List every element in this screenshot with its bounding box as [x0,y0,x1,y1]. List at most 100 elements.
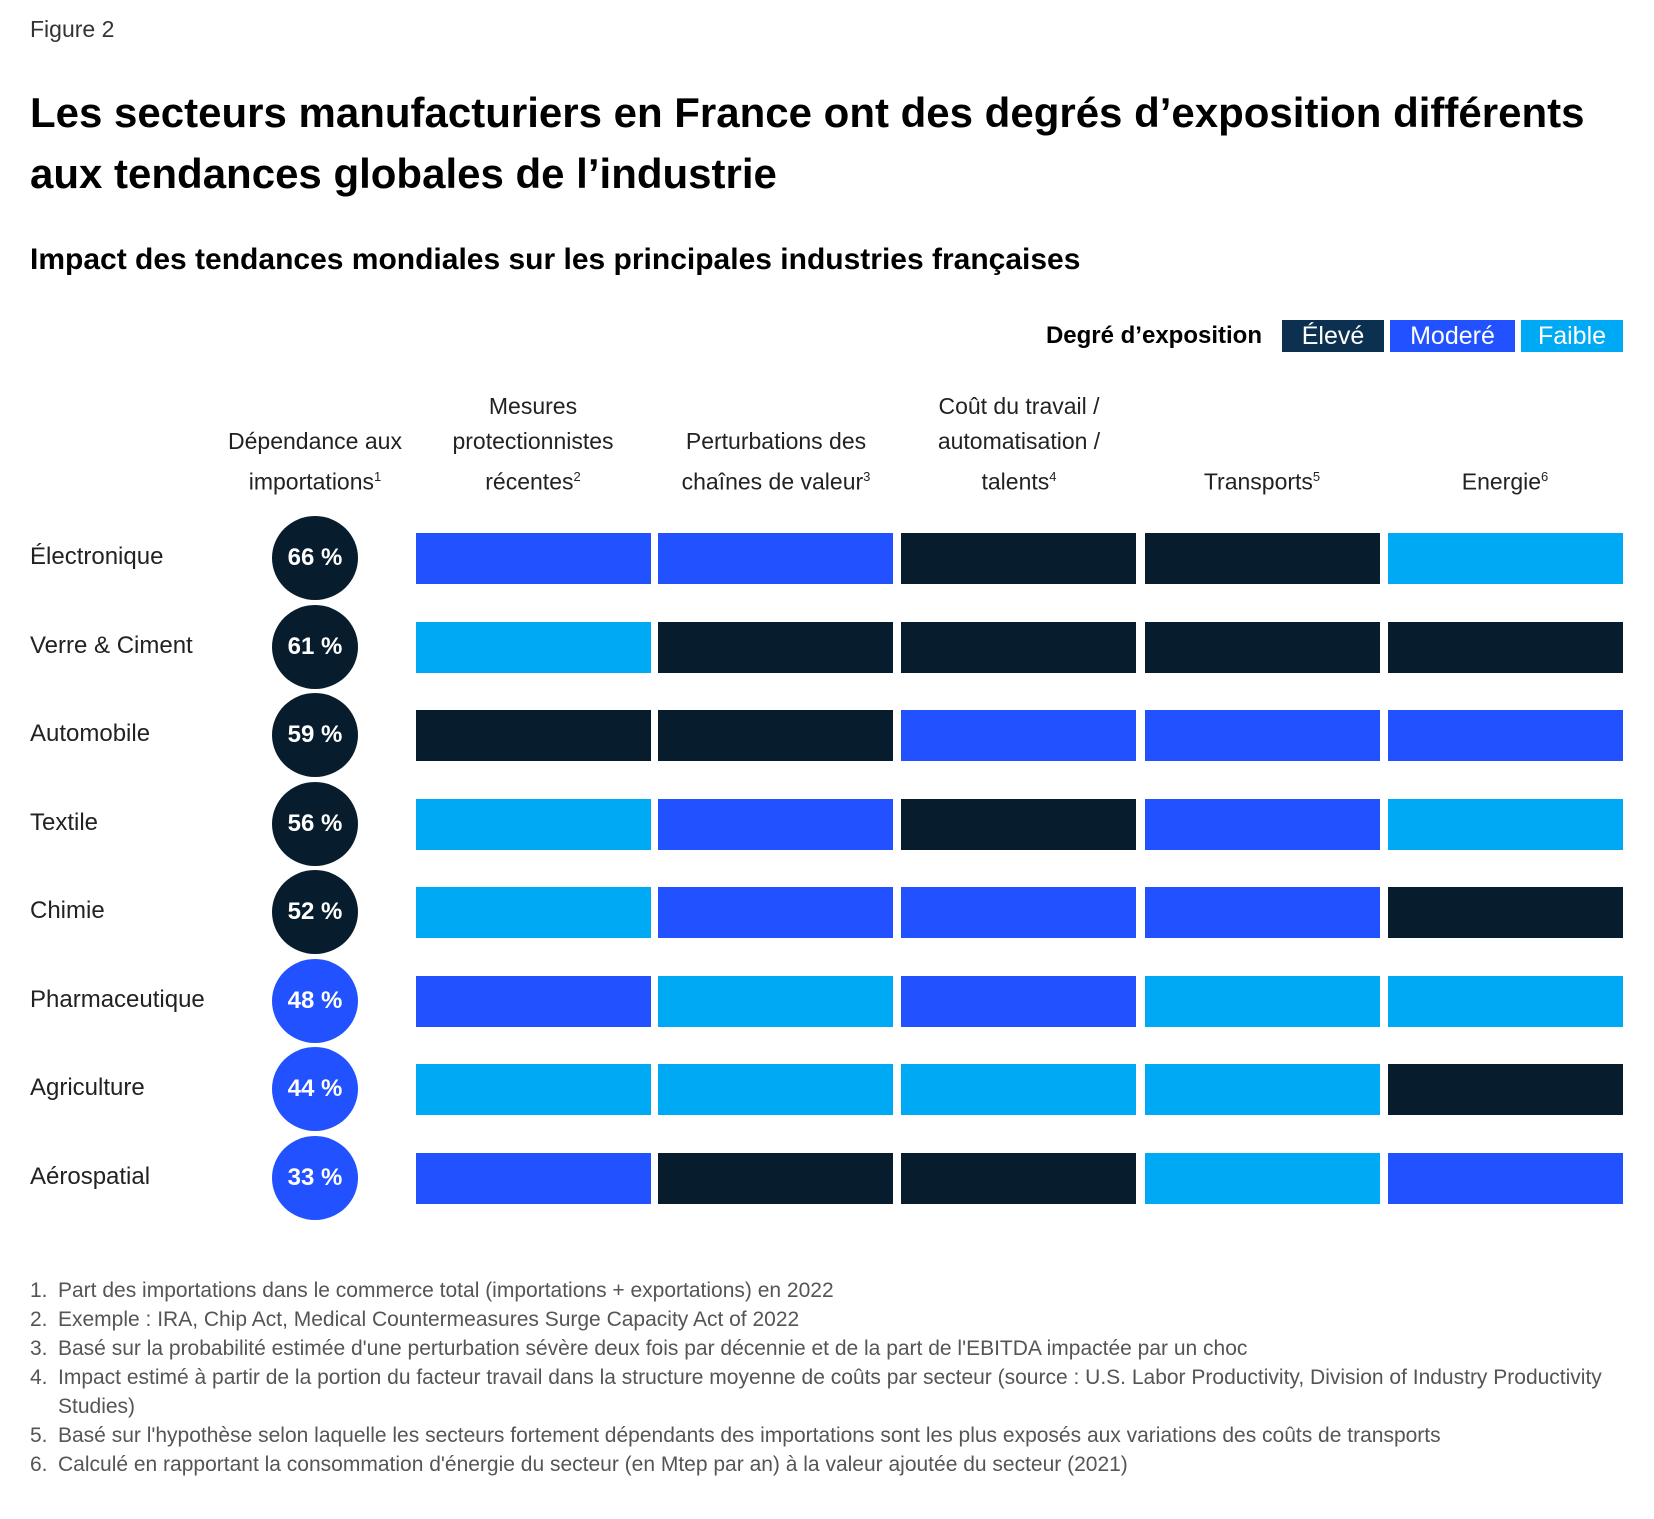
column-label: Transports [1203,469,1313,495]
footnote-text: Part des importations dans le commerce t… [58,1279,834,1302]
exposure-bar [1145,710,1380,761]
exposure-bar [1388,1152,1623,1204]
footnotes: 1. Part des importations dans le commerce… [30,1276,1630,1479]
exposure-bar [658,887,893,938]
exposure-bar [901,887,1136,938]
footnote: 1. Part des importations dans le commerce… [30,1276,1630,1305]
exposure-bar [901,1064,1136,1115]
exposure-bar [1145,1152,1380,1204]
exposure-bar [1388,798,1623,850]
column-header: Mesures protectionnistes récentes2 [418,393,648,500]
row-label: Verre & Ciment [30,631,193,659]
footnote: 5. Basé sur l'hypothèse selon laquelle le… [30,1421,1630,1450]
footnote-text: Basé sur la probabilité estimée d'une pe… [58,1337,1248,1360]
column-header: Coût du travail / automatisation / talen… [904,393,1134,500]
exposure-bar [901,533,1136,584]
row-label: Automobile [30,720,151,747]
exposure-bar [1145,887,1380,938]
exposure-bar [416,533,651,584]
column-label: Coût du travail / automatisation / talen… [937,393,1101,495]
footnote-text: Exemple : IRA, Chip Act, Medical Counter… [58,1308,800,1331]
import-dependence-circle: 33 % [272,1135,358,1220]
import-dependence-circle: 66 % [272,516,358,600]
exposure-bar [416,621,651,673]
exposure-bar [1145,533,1380,584]
column-header: Dépendance aux importations1 [200,395,430,500]
exposure-bar [1388,533,1623,584]
footnote-number: 4. [30,1366,48,1389]
exposure-bar [658,533,893,584]
column-note-ref: 1 [374,469,382,485]
figure-title: Les secteurs manufacturiers en France on… [30,89,1585,197]
footnote-text: Basé sur l'hypothèse selon laquelle les … [58,1424,1441,1447]
row-label: Électronique [30,543,164,570]
column-header-text: Energie6 [1462,459,1549,500]
exposure-bar [658,1064,893,1115]
footnote-text: Impact estimé à partir de la portion du … [58,1366,1602,1418]
row-label: Aérospatial [30,1162,151,1190]
column-note-ref: 2 [573,469,581,485]
column-note-ref: 3 [863,469,871,485]
footnote: 6. Calculé en rapportant la consommation … [30,1450,1630,1479]
exposure-bar [901,975,1136,1027]
footnote-number: 3. [30,1337,48,1360]
exposure-bar [901,798,1136,850]
exposure-bar [416,1064,651,1115]
exposure-bar [416,710,651,761]
import-dependence-circle: 59 % [272,693,358,777]
exposure-bar [658,798,893,850]
exposure-bar [658,1152,893,1204]
column-note-ref: 4 [1049,469,1057,485]
exposure-bar [1388,621,1623,673]
exposure-bar [901,1152,1136,1204]
column-label: Energie [1461,469,1542,495]
exposure-bar [416,1152,651,1204]
exposure-bar [901,710,1136,761]
footnote: 4. Impact estimé à partir de la portion d… [30,1363,1630,1421]
exposure-bar [1388,710,1623,761]
footnote-number: 6. [30,1453,48,1476]
column-header: Transports5 [1147,395,1377,500]
footnote-number: 2. [30,1308,48,1331]
legend-low: Faible [1521,320,1623,352]
import-dependence-circle: 44 % [272,1047,358,1131]
column-header-text: Perturbations des chaînes de valeur3 [661,424,891,500]
footnote: 3. Basé sur la probabilité estimée d'une … [30,1334,1630,1363]
exposure-bar [416,798,651,850]
row-label: Chimie [30,897,105,924]
exposure-bar [416,975,651,1027]
exposure-bar [1145,1064,1380,1115]
footnote-text: Calculé en rapportant la consommation d'… [58,1453,1128,1476]
exposure-bar [1145,621,1380,673]
column-header-text: Transports5 [1204,459,1320,500]
import-dependence-circle: 48 % [272,958,358,1043]
legend-moderate: Moderé [1390,320,1515,352]
exposure-bar [416,887,651,938]
column-label: Mesures protectionnistes récentes [452,393,614,495]
exposure-bar [1145,975,1380,1027]
column-header-text: Coût du travail / automatisation / talen… [904,389,1134,500]
import-dependence-circle: 61 % [272,604,358,689]
column-header-text: Dépendance aux importations1 [200,424,430,500]
import-dependence-circle: 56 % [272,781,358,866]
column-label: Dépendance aux importations [228,428,402,495]
footnote-number: 1. [30,1279,48,1302]
exposure-bar [901,621,1136,673]
column-header-text: Mesures protectionnistes récentes2 [418,389,648,500]
row-label: Textile [30,808,99,836]
footnote-number: 5. [30,1424,48,1447]
legend-high: Élevé [1282,320,1384,352]
row-label: Agriculture [30,1074,145,1101]
exposure-bar [1388,975,1623,1027]
legend-label: Degré d’exposition [1045,322,1262,349]
column-note-ref: 5 [1312,469,1321,485]
exposure-bar [658,975,893,1027]
figure-label: Figure 2 [30,16,115,42]
exposure-bar [1145,798,1380,850]
column-header: Energie6 [1390,395,1620,500]
footnote: 2. Exemple : IRA, Chip Act, Medical Count… [30,1305,1630,1334]
row-label: Pharmaceutique [30,985,205,1013]
column-label: Perturbations des chaînes de valeur [681,428,867,495]
exposure-bar [658,710,893,761]
